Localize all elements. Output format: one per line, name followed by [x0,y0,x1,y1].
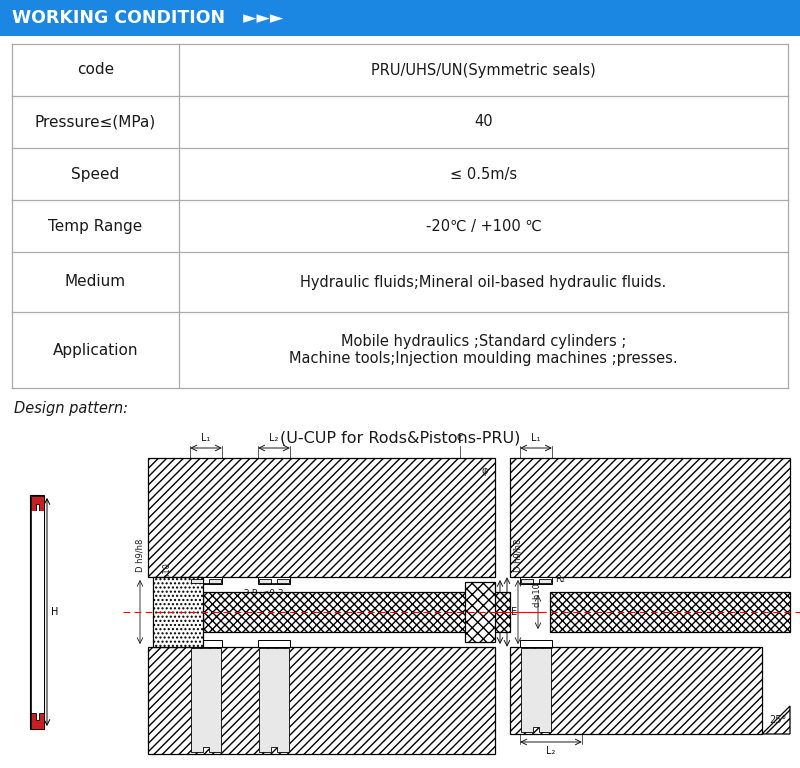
Bar [520,577,552,584]
Bar [465,582,495,642]
Text: 25°: 25° [770,715,786,725]
Polygon shape [259,579,289,584]
Bar [30,511,43,713]
Bar [148,647,495,754]
Bar [148,458,495,577]
Text: Hydraulic fluids;Mineral oil-based hydraulic fluids.: Hydraulic fluids;Mineral oil-based hydra… [300,274,666,290]
Polygon shape [762,706,790,734]
Text: L₂: L₂ [270,433,278,443]
Text: 40: 40 [474,114,493,130]
Bar [0,0,800,36]
Text: Pressure≤(MPa): Pressure≤(MPa) [34,114,156,130]
Bar [520,640,552,647]
Bar [30,495,44,729]
Bar [153,577,203,647]
Text: D h9/h8: D h9/h8 [514,538,522,572]
Text: L₁: L₁ [202,433,210,443]
Text: Medium: Medium [65,274,126,290]
Bar [510,647,762,734]
Text: Mobile hydraulics ;Standard cylinders ;
Machine tools;Injection moulding machine: Mobile hydraulics ;Standard cylinders ; … [289,334,678,366]
Text: PRU/UHS/UN(Symmetric seals): PRU/UHS/UN(Symmetric seals) [371,62,596,78]
Polygon shape [191,579,221,584]
Text: R₂≤0.3: R₂≤0.3 [572,598,604,607]
Text: d h10: d h10 [534,583,542,607]
Text: E: E [511,607,517,617]
Text: H: H [51,607,58,617]
Bar [550,592,790,632]
Polygon shape [191,648,221,752]
Text: code: code [77,62,114,78]
Polygon shape [259,648,289,752]
Text: ≤ 0.5m/s: ≤ 0.5m/s [450,167,517,181]
Text: 2-R₂≤0.3: 2-R₂≤0.3 [243,589,284,598]
Bar [190,577,222,584]
Text: Temp Range: Temp Range [48,219,142,233]
Text: Application: Application [53,343,138,357]
Bar [258,577,290,584]
Text: D h9/h8: D h9/h8 [135,538,145,572]
Text: (U-CUP for Rods&Pistons-PRU): (U-CUP for Rods&Pistons-PRU) [280,431,520,445]
Polygon shape [521,648,551,732]
Bar [190,640,222,647]
Bar [258,640,290,647]
Polygon shape [30,713,43,729]
Text: E: E [504,607,510,617]
Text: WORKING CONDITION   ►►►: WORKING CONDITION ►►► [12,9,283,27]
Text: C: C [457,433,463,443]
Polygon shape [521,579,551,584]
Text: -20℃ / +100 ℃: -20℃ / +100 ℃ [426,219,542,233]
Text: Speed: Speed [71,167,119,181]
Bar [203,592,510,632]
Text: Design pattern:: Design pattern: [14,400,128,415]
Text: R₂: R₂ [555,575,565,584]
Text: L₁: L₁ [531,433,541,443]
Text: d h10: d h10 [163,563,173,587]
Bar [510,458,790,577]
Text: R₁: R₁ [238,614,248,623]
Text: φ: φ [482,466,488,476]
Polygon shape [30,495,43,511]
Text: L₂: L₂ [546,746,556,756]
